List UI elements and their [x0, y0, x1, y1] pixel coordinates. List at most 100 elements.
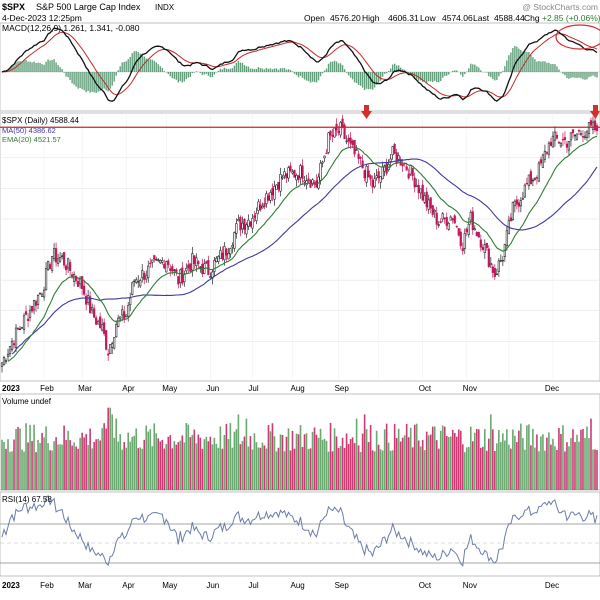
volume-bar: [57, 444, 59, 490]
month-label: Apr: [122, 581, 135, 590]
volume-bar: [153, 423, 156, 490]
volume-bar: [207, 441, 210, 490]
candle: [535, 175, 538, 185]
volume-bar: [554, 446, 556, 490]
candle: [85, 293, 88, 311]
volume-bar: [475, 428, 478, 490]
macd-hist-bar: [131, 53, 133, 72]
candle: [437, 221, 440, 228]
macd-hist-bar: [574, 72, 576, 78]
macd-hist-bar: [293, 72, 296, 74]
candle: [231, 242, 234, 254]
candle: [557, 140, 561, 145]
volume-bar: [79, 437, 81, 490]
volume-bar: [313, 427, 316, 490]
candle: [469, 210, 472, 225]
volume-bar: [183, 442, 186, 490]
month-label: Oct: [419, 581, 432, 590]
volume-bar: [141, 448, 144, 490]
volume-bar: [297, 434, 300, 490]
candle: [115, 320, 118, 338]
macd-hist-bar: [480, 70, 482, 72]
macd-hist-bar: [355, 72, 358, 84]
month-label: Jun: [206, 384, 219, 393]
volume-bar: [379, 449, 382, 490]
candle: [32, 299, 36, 315]
candle: [439, 218, 442, 224]
candle: [345, 135, 348, 145]
candle: [251, 214, 254, 233]
candle: [411, 167, 414, 181]
candle: [327, 131, 330, 155]
volume-bar: [550, 444, 552, 490]
volume-bar: [163, 448, 166, 490]
candle: [537, 161, 541, 183]
volume-bar: [518, 430, 520, 490]
volume-bar: [43, 437, 45, 490]
candle: [349, 131, 352, 149]
candle: [65, 264, 68, 276]
month-label: Dec: [545, 581, 559, 590]
candle: [295, 173, 298, 187]
price-panel: $SPX (Daily) 4588.44 MA(50) 4386.62 EMA(…: [0, 105, 600, 382]
macd-hist-bar: [562, 72, 564, 74]
macd-hist-bar: [41, 64, 43, 72]
chg-value: +2.85 (+0.06%): [542, 13, 600, 23]
chg-label: Chg: [524, 13, 540, 23]
candle: [281, 174, 284, 180]
macd-hist-bar: [588, 72, 590, 78]
macd-hist-bar: [508, 55, 510, 72]
macd-hist-bar: [189, 72, 192, 77]
volume-bar: [147, 431, 150, 490]
macd-hist-bar: [123, 61, 125, 72]
candle: [165, 260, 168, 273]
volume-bar: [235, 429, 238, 490]
macd-hist-bar: [27, 61, 29, 72]
macd-hist-bar: [522, 51, 524, 72]
volume-bar: [371, 450, 374, 490]
volume-bar: [177, 442, 180, 490]
candle: [58, 252, 62, 263]
candle: [493, 264, 496, 280]
candle: [135, 277, 138, 285]
volume-bar: [385, 423, 388, 490]
volume-bar: [317, 437, 320, 490]
volume-bar: [423, 450, 426, 490]
candle: [151, 259, 154, 268]
macd-hist-bar: [261, 68, 264, 72]
candle: [401, 158, 404, 173]
macd-hist-bar: [472, 64, 474, 72]
macd-hist-bar: [187, 72, 190, 78]
candle: [105, 329, 108, 351]
candle: [373, 172, 376, 189]
macd-hist-bar: [548, 62, 550, 72]
volume-bar: [447, 436, 450, 490]
candle: [357, 150, 360, 164]
candle: [54, 242, 58, 267]
macd-hist-bar: [301, 72, 304, 78]
candle: [275, 184, 278, 190]
macd-hist-bar: [299, 72, 302, 76]
volume-bar: [187, 424, 190, 490]
candle: [483, 239, 486, 259]
volume-bar: [135, 428, 138, 490]
candle: [447, 221, 450, 231]
volume-bar: [55, 437, 57, 490]
volume-bar: [19, 428, 21, 490]
macd-hist-bar: [235, 62, 238, 72]
candle: [101, 318, 104, 332]
candle: [259, 199, 262, 212]
macd-hist-bar: [428, 72, 430, 82]
candle: [153, 254, 156, 263]
volume-bar: [245, 418, 248, 490]
macd-hist-bar: [530, 54, 532, 72]
macd-hist-bar: [183, 72, 186, 82]
candle: [56, 253, 60, 267]
month-label: Jul: [248, 581, 258, 590]
volume-bar: [391, 450, 394, 490]
macd-hist-bar: [127, 59, 129, 72]
volume-bar: [289, 450, 292, 490]
candle: [563, 131, 567, 145]
macd-hist-bar: [177, 72, 179, 83]
